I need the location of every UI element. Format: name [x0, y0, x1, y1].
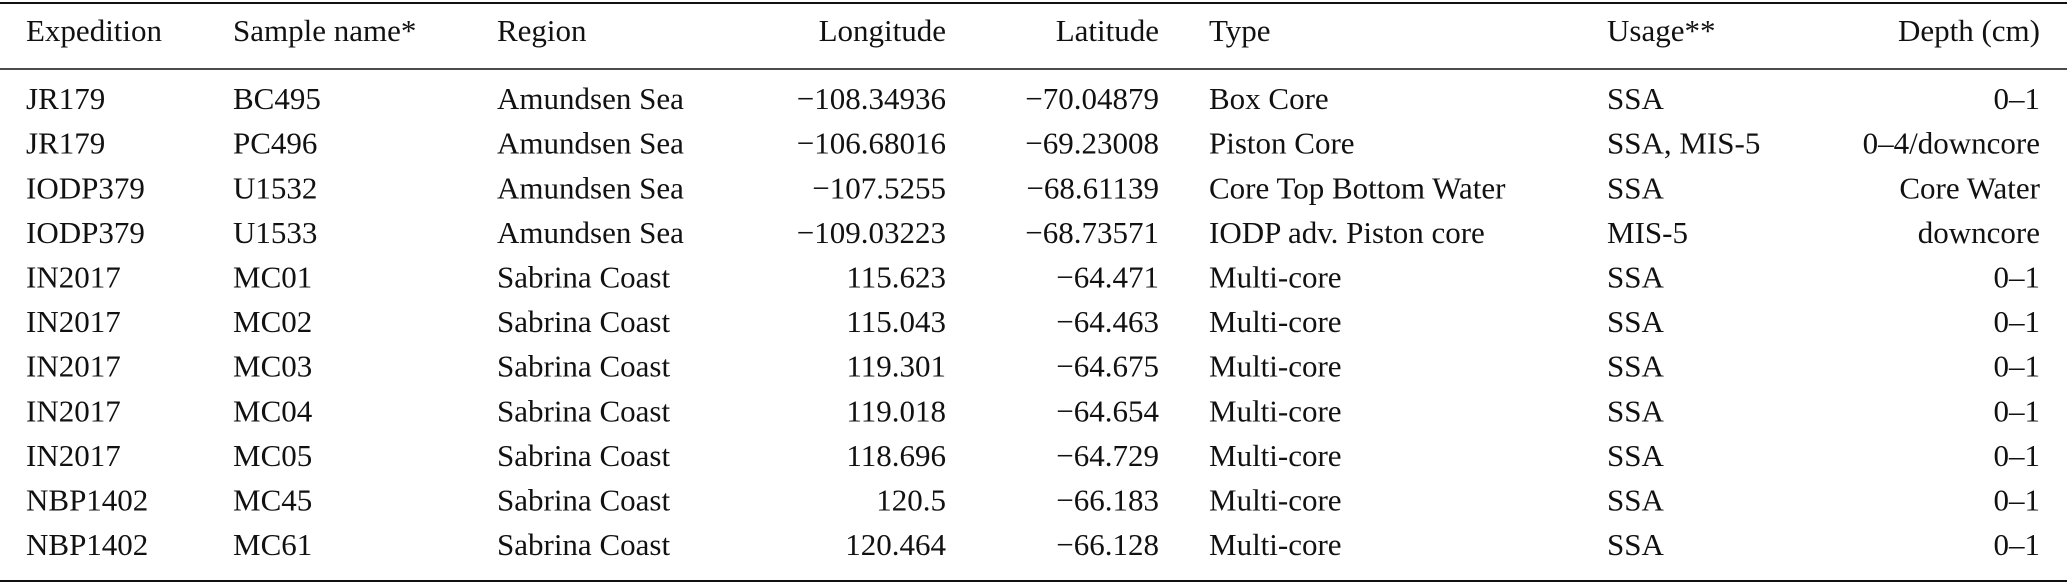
cell: 115.623 — [846, 260, 946, 295]
cell: U1532 — [233, 170, 317, 205]
cell: IN2017 — [26, 393, 121, 428]
cell: 0–1 — [1994, 527, 2041, 562]
cell: SSA — [1607, 393, 1664, 428]
cell: SSA — [1607, 483, 1664, 518]
cell: IN2017 — [26, 304, 121, 339]
cell: Multi-core — [1209, 349, 1342, 384]
cell: −108.34936 — [797, 81, 946, 116]
cell: NBP1402 — [26, 483, 148, 518]
cell: Box Core — [1209, 81, 1329, 116]
cell: 0–1 — [1994, 438, 2041, 473]
cell: Sabrina Coast — [497, 304, 670, 339]
cell: Sabrina Coast — [497, 483, 670, 518]
cell: Amundsen Sea — [497, 215, 684, 250]
cell: Amundsen Sea — [497, 126, 684, 161]
cell: IODP379 — [26, 215, 145, 250]
cell: Sabrina Coast — [497, 438, 670, 473]
cell: 0–1 — [1994, 81, 2041, 116]
cell: Piston Core — [1209, 126, 1355, 161]
cell: −70.04879 — [1025, 81, 1159, 116]
header-cell: Region — [497, 13, 587, 48]
cell: Amundsen Sea — [497, 81, 684, 116]
header-cell: Usage** — [1607, 13, 1715, 48]
cell: 0–4/downcore — [1863, 126, 2040, 161]
cell: Multi-core — [1209, 527, 1342, 562]
cell: BC495 — [233, 81, 321, 116]
cell: 120.5 — [876, 483, 946, 518]
cell: U1533 — [233, 215, 317, 250]
cell: SSA — [1607, 527, 1664, 562]
cell: −107.5255 — [812, 170, 946, 205]
cell: 0–1 — [1994, 260, 2041, 295]
cell: SSA — [1607, 81, 1664, 116]
header-cell: Type — [1209, 13, 1271, 48]
cell: NBP1402 — [26, 527, 148, 562]
cell: SSA — [1607, 349, 1664, 384]
cell: Sabrina Coast — [497, 260, 670, 295]
cell: MIS-5 — [1607, 215, 1688, 250]
cell: 118.696 — [846, 438, 946, 473]
cell: 0–1 — [1994, 349, 2041, 384]
cell: SSA — [1607, 170, 1664, 205]
cell: −66.128 — [1056, 527, 1159, 562]
cell: MC04 — [233, 393, 313, 428]
cell: Sabrina Coast — [497, 527, 670, 562]
cell: −66.183 — [1056, 483, 1159, 518]
cell: −106.68016 — [797, 126, 946, 161]
header-cell: Depth (cm) — [1898, 13, 2040, 48]
cell: 0–1 — [1994, 393, 2041, 428]
header-cell: Sample name* — [233, 13, 416, 48]
cell: −64.675 — [1056, 349, 1159, 384]
cell: Core Water — [1899, 170, 2040, 205]
cell: MC05 — [233, 438, 312, 473]
cell: Multi-core — [1209, 304, 1342, 339]
cell: −64.463 — [1056, 304, 1159, 339]
cell: Core Top Bottom Water — [1209, 170, 1506, 205]
cell: downcore — [1918, 215, 2040, 250]
cell: MC01 — [233, 260, 312, 295]
cell: MC03 — [233, 349, 312, 384]
cell: Sabrina Coast — [497, 393, 670, 428]
cell: IODP379 — [26, 170, 145, 205]
cell: 119.018 — [846, 393, 946, 428]
cell: 115.043 — [846, 304, 946, 339]
cell: IODP adv. Piston core — [1209, 215, 1485, 250]
cell: Multi-core — [1209, 260, 1342, 295]
cell: −68.73571 — [1025, 215, 1159, 250]
cell: MC61 — [233, 527, 312, 562]
cell: SSA — [1607, 260, 1664, 295]
cell: MC02 — [233, 304, 312, 339]
cell: IN2017 — [26, 260, 121, 295]
cell: Sabrina Coast — [497, 349, 670, 384]
header-cell: Expedition — [26, 13, 163, 48]
cell: PC496 — [233, 126, 317, 161]
cell: −64.471 — [1056, 260, 1159, 295]
cell: 0–1 — [1994, 483, 2041, 518]
header-cell: Latitude — [1056, 13, 1159, 48]
cell: Amundsen Sea — [497, 170, 684, 205]
cell: −109.03223 — [797, 215, 946, 250]
cell: 120.464 — [845, 527, 946, 562]
cell: −64.729 — [1056, 438, 1159, 473]
cell: Multi-core — [1209, 483, 1342, 518]
cell: IN2017 — [26, 438, 121, 473]
cell: −69.23008 — [1025, 126, 1159, 161]
cell: IN2017 — [26, 349, 121, 384]
cell: JR179 — [26, 126, 105, 161]
cell: Multi-core — [1209, 393, 1342, 428]
header-cell: Longitude — [819, 13, 946, 48]
cell: 119.301 — [846, 349, 946, 384]
cell: −64.654 — [1056, 393, 1159, 428]
cell: MC45 — [233, 483, 312, 518]
cell: Multi-core — [1209, 438, 1342, 473]
cell: SSA, MIS-5 — [1607, 126, 1760, 161]
cell: 0–1 — [1994, 304, 2041, 339]
cell: −68.61139 — [1026, 170, 1159, 205]
cell: SSA — [1607, 304, 1664, 339]
cell: JR179 — [26, 81, 105, 116]
cell: SSA — [1607, 438, 1664, 473]
